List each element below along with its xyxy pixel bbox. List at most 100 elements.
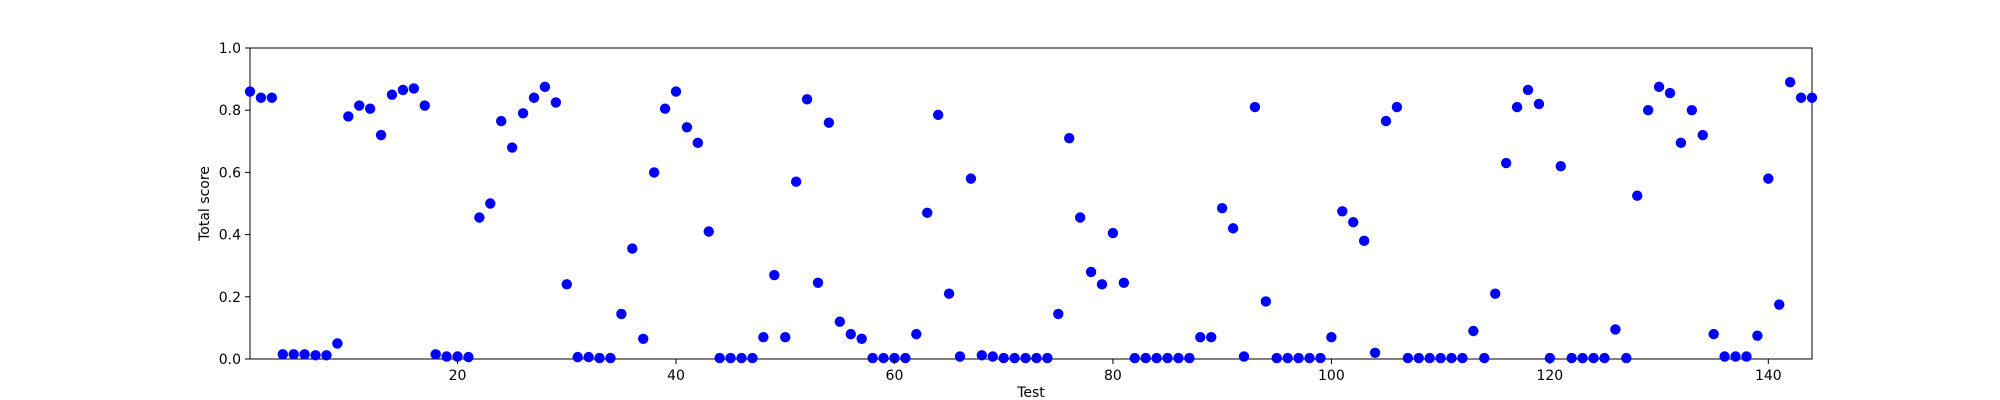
data-point xyxy=(1435,352,1446,364)
data-point xyxy=(572,351,583,363)
data-point xyxy=(1752,330,1763,341)
data-point xyxy=(1730,351,1741,362)
data-point xyxy=(1358,235,1370,247)
data-point xyxy=(1151,352,1162,364)
data-point xyxy=(1774,299,1785,310)
data-point xyxy=(1457,352,1468,364)
data-point xyxy=(506,142,518,153)
data-point xyxy=(638,333,649,344)
data-point xyxy=(812,277,824,289)
data-point xyxy=(474,212,485,223)
data-point xyxy=(561,279,572,290)
x-tick-label: 140 xyxy=(1755,368,1782,384)
data-point xyxy=(332,338,343,349)
data-point xyxy=(1533,98,1545,110)
data-point xyxy=(878,352,889,364)
data-point xyxy=(703,226,714,237)
data-point xyxy=(834,316,846,327)
data-point xyxy=(780,332,791,343)
data-point xyxy=(1348,216,1359,228)
data-point xyxy=(1500,157,1512,169)
data-point xyxy=(255,92,267,103)
y-axis-ticks: 0.0 0.2 0.4 0.6 0.8 1.0 xyxy=(219,41,250,368)
data-point xyxy=(1162,352,1173,364)
data-point xyxy=(790,176,802,187)
data-point xyxy=(1118,277,1130,289)
data-point xyxy=(1675,137,1687,149)
data-point xyxy=(419,100,430,111)
data-point xyxy=(1020,352,1031,364)
data-point xyxy=(889,352,900,364)
data-point xyxy=(1468,325,1479,337)
data-point xyxy=(1642,105,1654,116)
data-point xyxy=(1806,92,1818,103)
data-point xyxy=(386,89,398,100)
data-point xyxy=(343,111,354,122)
data-point xyxy=(1784,77,1796,88)
data-point xyxy=(1664,87,1676,99)
data-point xyxy=(1632,190,1643,201)
data-point xyxy=(1064,132,1075,144)
data-point xyxy=(1719,351,1730,362)
x-tick-label: 60 xyxy=(886,368,904,384)
data-point xyxy=(1107,227,1119,239)
data-point xyxy=(1195,332,1206,343)
data-point xyxy=(670,86,682,97)
data-point xyxy=(627,243,638,254)
data-point xyxy=(485,198,496,209)
data-point xyxy=(539,81,551,93)
data-point xyxy=(1227,223,1239,234)
x-tick-label: 40 xyxy=(667,368,685,384)
data-point xyxy=(943,288,955,299)
data-point xyxy=(1074,212,1086,223)
data-point xyxy=(1522,84,1534,96)
x-tick-label: 20 xyxy=(449,368,467,384)
data-point xyxy=(1009,352,1020,364)
data-point xyxy=(452,351,463,362)
data-point xyxy=(1042,352,1053,364)
data-point xyxy=(408,83,420,94)
data-point xyxy=(266,92,278,103)
data-point xyxy=(244,86,256,97)
data-point xyxy=(1238,351,1250,362)
x-axis-label: Test xyxy=(1016,385,1045,400)
data-point xyxy=(1031,352,1042,364)
y-axis-label: Total score xyxy=(197,166,213,242)
data-point xyxy=(1479,352,1490,364)
data-point xyxy=(1173,352,1184,364)
x-tick-label: 80 xyxy=(1104,368,1122,384)
data-point xyxy=(1555,160,1566,172)
data-point xyxy=(321,350,332,361)
data-point xyxy=(594,352,605,364)
x-axis-ticks: 20 40 60 80 100 120 140 xyxy=(449,359,1782,384)
data-point xyxy=(1260,296,1272,307)
y-tick-label: 0.2 xyxy=(219,290,241,306)
data-point xyxy=(998,352,1009,364)
data-point xyxy=(1588,352,1599,364)
data-point xyxy=(605,352,616,364)
data-point xyxy=(1697,129,1708,141)
data-point xyxy=(1610,324,1621,335)
data-point xyxy=(648,167,660,178)
data-point xyxy=(1369,347,1381,358)
y-tick-label: 0.4 xyxy=(219,228,241,244)
data-point xyxy=(310,350,321,361)
data-point xyxy=(1337,206,1348,217)
data-point xyxy=(375,129,387,141)
data-point xyxy=(1206,332,1217,343)
data-point xyxy=(1304,352,1315,364)
y-tick-label: 0.0 xyxy=(219,352,241,368)
data-point xyxy=(1129,352,1140,364)
data-point xyxy=(1282,352,1293,364)
data-point xyxy=(911,328,922,340)
data-point xyxy=(725,352,736,364)
data-point xyxy=(856,333,867,344)
data-point xyxy=(714,352,725,364)
data-point xyxy=(1577,352,1588,364)
data-point xyxy=(681,122,693,133)
data-point xyxy=(288,349,299,360)
data-point xyxy=(397,84,409,96)
data-point xyxy=(1708,328,1719,340)
data-point xyxy=(769,269,780,281)
data-point xyxy=(1621,352,1632,364)
